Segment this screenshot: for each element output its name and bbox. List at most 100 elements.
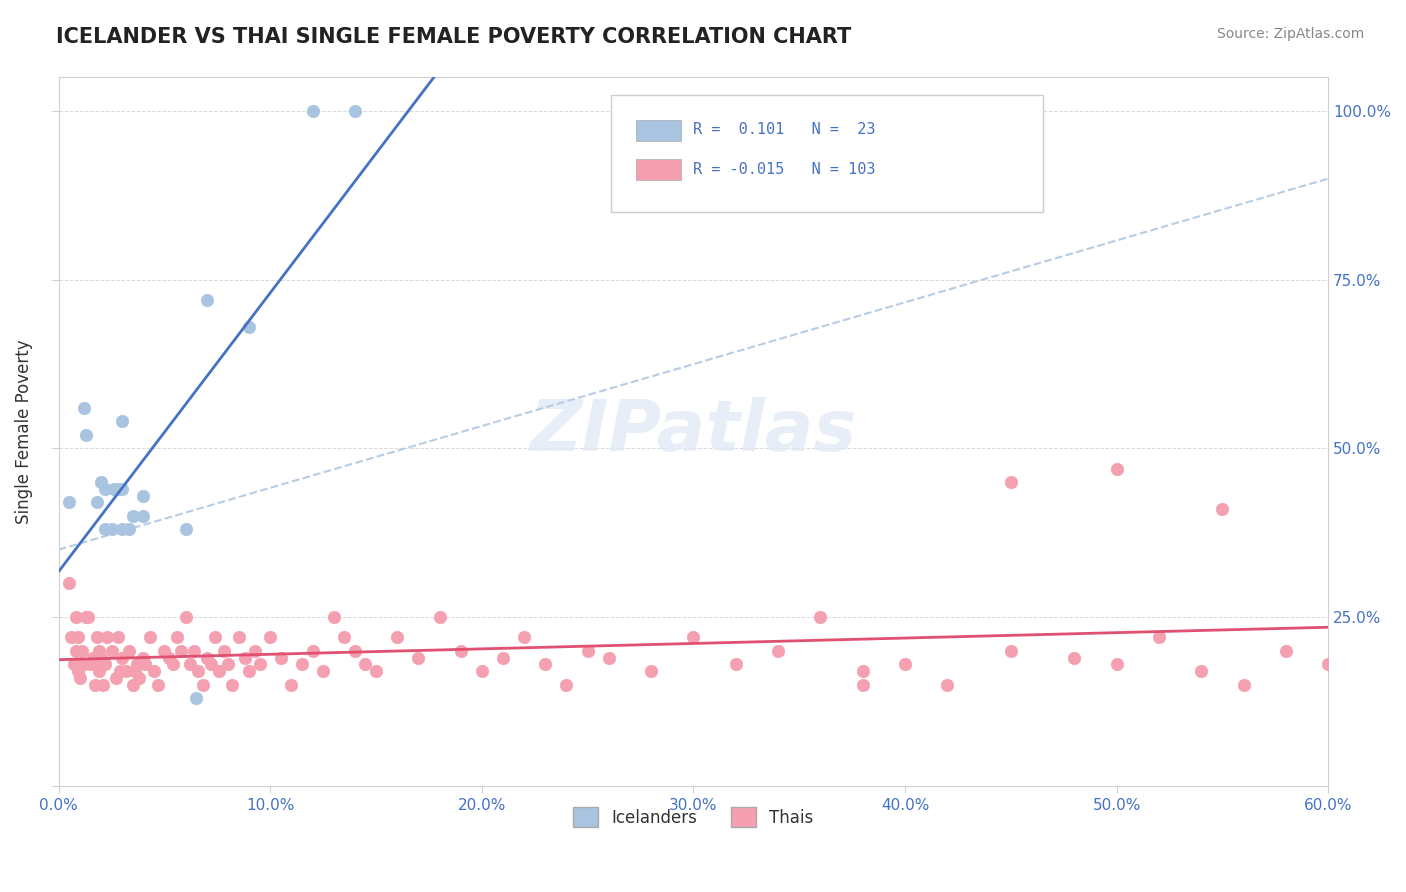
Point	[58, 576, 80, 591]
Point	[60, 631, 83, 645]
Point	[65, 644, 87, 658]
Point	[87, 644, 110, 658]
Point	[104, 671, 127, 685]
Point	[77, 610, 100, 624]
Point	[132, 650, 155, 665]
Point	[322, 610, 344, 624]
Point	[343, 104, 366, 119]
Point	[212, 644, 235, 658]
Point	[87, 664, 110, 678]
Point	[82, 650, 104, 665]
Point	[73, 401, 96, 415]
Point	[100, 523, 122, 537]
Point	[217, 657, 239, 672]
Point	[208, 664, 231, 678]
Point	[174, 610, 197, 624]
Point	[280, 677, 302, 691]
Point	[75, 428, 97, 442]
Point	[94, 657, 117, 672]
Point	[186, 691, 208, 706]
Point	[134, 657, 156, 672]
Point	[724, 657, 747, 672]
Point	[238, 664, 260, 678]
Point	[69, 671, 91, 685]
Point	[291, 657, 314, 672]
Point	[65, 610, 87, 624]
Point	[513, 631, 536, 645]
Point	[1105, 461, 1128, 475]
Point	[111, 523, 134, 537]
Point	[249, 657, 271, 672]
Point	[100, 644, 122, 658]
Point	[259, 631, 281, 645]
Text: ZIPatlas: ZIPatlas	[530, 397, 858, 467]
FancyBboxPatch shape	[610, 95, 1042, 212]
Point	[108, 664, 131, 678]
Point	[58, 495, 80, 509]
Point	[174, 523, 197, 537]
Point	[312, 664, 335, 678]
Point	[83, 677, 105, 691]
Point	[852, 677, 875, 691]
Point	[640, 664, 662, 678]
Point	[1063, 650, 1085, 665]
Point	[852, 664, 875, 678]
Point	[124, 664, 146, 678]
Point	[128, 671, 150, 685]
Point	[364, 664, 387, 678]
Point	[301, 104, 323, 119]
Point	[66, 631, 89, 645]
Point	[682, 631, 704, 645]
Point	[354, 657, 377, 672]
Point	[187, 664, 209, 678]
Point	[936, 677, 959, 691]
Point	[333, 631, 356, 645]
Point	[429, 610, 451, 624]
Point	[138, 631, 160, 645]
Point	[79, 657, 101, 672]
Point	[245, 644, 267, 658]
Point	[200, 657, 222, 672]
Point	[534, 657, 557, 672]
Point	[450, 644, 472, 658]
Point	[238, 320, 260, 334]
Point	[1211, 502, 1233, 516]
Point	[73, 657, 96, 672]
Point	[157, 650, 180, 665]
Point	[1000, 644, 1022, 658]
Point	[894, 657, 917, 672]
Point	[343, 644, 366, 658]
Point	[91, 677, 114, 691]
Point	[183, 644, 205, 658]
Point	[766, 644, 789, 658]
Text: R = -0.015   N = 103: R = -0.015 N = 103	[693, 162, 876, 177]
Point	[195, 650, 218, 665]
Point	[142, 664, 165, 678]
Point	[204, 631, 226, 645]
Point	[111, 415, 134, 429]
Point	[191, 677, 214, 691]
Point	[195, 293, 218, 307]
Point	[1317, 657, 1340, 672]
Point	[86, 657, 108, 672]
Point	[598, 650, 620, 665]
Point	[1232, 677, 1254, 691]
Legend: Icelanders, Thais: Icelanders, Thais	[567, 800, 820, 834]
Point	[146, 677, 169, 691]
Point	[301, 644, 323, 658]
Point	[233, 650, 256, 665]
Point	[221, 677, 243, 691]
Point	[492, 650, 515, 665]
Point	[96, 631, 118, 645]
FancyBboxPatch shape	[637, 120, 681, 141]
Point	[153, 644, 176, 658]
Point	[132, 489, 155, 503]
Point	[228, 631, 250, 645]
Text: R =  0.101   N =  23: R = 0.101 N = 23	[693, 122, 876, 137]
Point	[66, 664, 89, 678]
Text: ICELANDER VS THAI SINGLE FEMALE POVERTY CORRELATION CHART: ICELANDER VS THAI SINGLE FEMALE POVERTY …	[56, 27, 852, 46]
Point	[1147, 631, 1170, 645]
Point	[115, 664, 138, 678]
Point	[1000, 475, 1022, 490]
Point	[94, 482, 117, 496]
